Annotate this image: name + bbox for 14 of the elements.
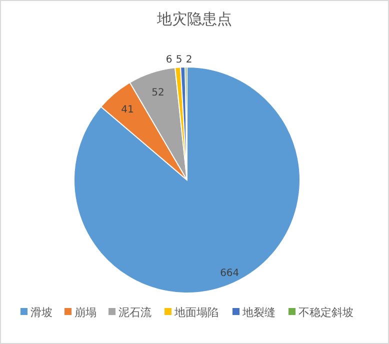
legend-label: 崩塌: [74, 306, 96, 319]
data-label: 2: [186, 54, 192, 66]
chart-title: 地灾隐患点: [156, 10, 232, 28]
data-label: 664: [220, 268, 240, 279]
data-label: 41: [121, 104, 134, 116]
data-label: 5: [176, 54, 182, 66]
legend-label: 泥石流: [118, 306, 152, 319]
data-label: 6: [166, 54, 172, 66]
data-label: 52: [152, 87, 164, 98]
legend-label: 地面塌陷: [174, 306, 218, 319]
legend-label: 滑坡: [30, 306, 52, 319]
pie-slice: [74, 66, 300, 294]
legend-label: 地裂缝: [242, 306, 276, 319]
legend-label: 不稳定斜坡: [298, 306, 354, 319]
